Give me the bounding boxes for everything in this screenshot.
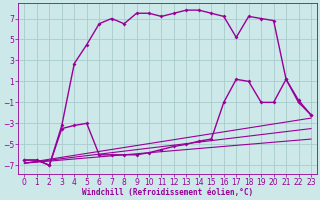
X-axis label: Windchill (Refroidissement éolien,°C): Windchill (Refroidissement éolien,°C) — [82, 188, 253, 197]
